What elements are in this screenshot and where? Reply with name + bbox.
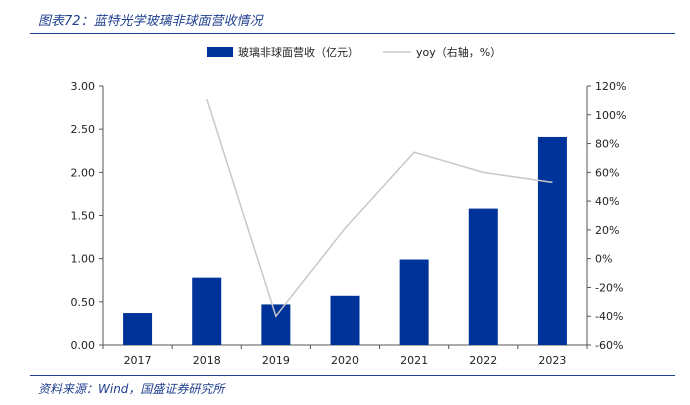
y-left-tick-label: 1.50 [71,210,96,223]
title-rule [30,33,675,34]
y-left-tick-label: 2.50 [71,123,96,136]
y-right-tick-label: 60% [595,166,619,179]
y-right-tick-label: 0% [595,253,612,266]
y-right-tick-label: 20% [595,224,619,237]
yoy-line-series [205,98,553,318]
y-left-tick-label: 0.00 [71,339,96,352]
y-right-tick-label: -40% [595,310,623,323]
y-right-tick-label: 80% [595,138,619,151]
bar-2022 [468,208,498,345]
x-tick-label: 2020 [331,354,359,367]
y-right-tick-label: 120% [595,80,626,93]
axes: 0.00 0.50 1.00 1.50 2.00 2.50 3.00 -60% -40% -20%… [71,80,627,367]
bar-2021 [399,259,429,345]
bar-2017 [123,313,153,345]
bar-2020 [330,295,360,345]
revenue-chart: 玻璃非球面营收（亿元） yoy（右轴，%） 0.00 0.50 1.00 1.50 2.… [71,45,627,367]
source-note: 资料来源：Wind，国盛证券研究所 [38,382,225,396]
y-right-tick-label: -60% [595,339,623,352]
bar-2018 [192,277,222,345]
x-tick-label: 2018 [193,354,221,367]
bar-series [123,136,567,345]
y-left-tick-label: 1.00 [71,253,96,266]
bar-2023 [537,136,567,345]
x-tick-label: 2021 [400,354,428,367]
yoy-line [205,98,553,318]
source-rule [30,375,675,376]
bar-2019 [261,304,291,345]
x-tick-label: 2022 [469,354,497,367]
legend-line-label: yoy（右轴，%） [416,45,501,59]
x-tick-label: 2019 [262,354,290,367]
legend: 玻璃非球面营收（亿元） yoy（右轴，%） [207,45,501,59]
y-left-tick-label: 3.00 [71,80,96,93]
x-tick-label: 2023 [538,354,566,367]
y-left-tick-label: 0.50 [71,296,96,309]
figure-title: 图表72：蓝特光学玻璃非球面营收情况 [38,14,263,29]
legend-bar-label: 玻璃非球面营收（亿元） [238,45,359,59]
x-tick-label: 2017 [124,354,152,367]
legend-bar-swatch [207,47,233,57]
y-left-tick-label: 2.00 [71,166,96,179]
y-right-tick-label: -20% [595,281,623,294]
y-right-tick-label: 100% [595,109,626,122]
y-right-tick-label: 40% [595,195,619,208]
